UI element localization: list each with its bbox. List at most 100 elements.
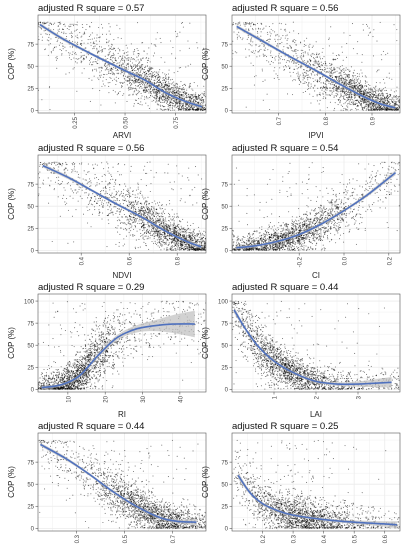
scatter-point — [73, 57, 75, 59]
scatter-point — [192, 204, 194, 206]
scatter-point — [277, 44, 279, 46]
scatter-point — [127, 66, 130, 68]
scatter-point — [280, 37, 282, 39]
scatter-point — [49, 86, 51, 88]
scatter-point — [376, 71, 378, 73]
scatter-point — [63, 33, 65, 35]
scatter-point — [176, 242, 178, 244]
scatter-point — [147, 230, 149, 232]
scatter-point — [384, 96, 386, 98]
scatter-point — [326, 67, 328, 69]
scatter-point — [125, 66, 128, 68]
scatter-point — [129, 81, 132, 84]
scatter-point — [154, 101, 156, 103]
scatter-point — [164, 75, 167, 77]
scatter-point — [64, 171, 66, 173]
scatter-point — [362, 87, 364, 89]
scatter-point — [396, 107, 398, 109]
scatter-point — [396, 29, 398, 31]
scatter-point — [253, 76, 256, 78]
scatter-point — [376, 96, 378, 98]
scatter-point — [364, 107, 366, 109]
scatter-point — [349, 109, 351, 111]
scatter-point — [371, 93, 373, 95]
scatter-point — [162, 232, 164, 234]
scatter-point — [105, 185, 107, 188]
scatter-point — [126, 195, 129, 197]
scatter-point — [142, 89, 144, 91]
scatter-point — [243, 22, 245, 24]
scatter-point — [62, 24, 65, 26]
scatter-point — [180, 109, 182, 111]
scatter-point — [145, 215, 147, 217]
scatter-point — [255, 50, 257, 52]
scatter-point — [370, 89, 372, 91]
scatter-point — [369, 106, 371, 108]
scatter-point — [203, 85, 205, 87]
scatter-point — [137, 49, 139, 52]
scatter-point — [349, 99, 351, 101]
scatter-point — [297, 73, 299, 75]
scatter-point — [364, 82, 366, 84]
scatter-point — [319, 58, 322, 60]
scatter-point — [164, 208, 166, 210]
scatter-point — [127, 77, 129, 79]
scatter-point — [255, 44, 257, 46]
scatter-point — [146, 53, 148, 55]
scatter-point — [398, 95, 400, 97]
scatter-point — [152, 67, 154, 69]
scatter-point — [70, 188, 72, 190]
scatter-point — [368, 91, 370, 93]
scatter-point — [141, 68, 143, 70]
scatter-point — [198, 98, 200, 100]
scatter-point — [354, 96, 357, 98]
scatter-point — [144, 86, 146, 89]
scatter-point — [144, 82, 147, 84]
scatter-point — [66, 35, 68, 38]
scatter-point — [42, 21, 44, 24]
scatter-point — [146, 62, 148, 64]
scatter-point — [381, 92, 383, 95]
scatter-point — [393, 95, 395, 97]
scatter-point — [268, 61, 270, 63]
scatter-point — [288, 65, 290, 67]
scatter-point — [145, 76, 147, 78]
scatter-point — [130, 66, 132, 68]
scatter-point — [286, 34, 288, 36]
scatter-point — [354, 103, 357, 105]
scatter-point — [325, 71, 327, 73]
scatter-point — [347, 68, 349, 70]
scatter-point — [142, 73, 144, 75]
scatter-point — [267, 49, 269, 51]
scatter-point — [380, 94, 382, 96]
scatter-point — [310, 54, 312, 56]
scatter-point — [140, 65, 142, 67]
scatter-point — [359, 89, 362, 91]
scatter-point — [312, 64, 314, 66]
scatter-point — [185, 233, 187, 235]
scatter-point — [128, 205, 130, 207]
scatter-point — [188, 100, 190, 102]
scatter-point — [190, 63, 192, 65]
scatter-point — [163, 235, 166, 237]
scatter-point — [232, 22, 234, 24]
scatter-point — [50, 180, 52, 182]
scatter-point — [133, 81, 135, 83]
scatter-point — [108, 53, 110, 55]
scatter-point — [61, 31, 63, 33]
scatter-point — [171, 82, 174, 84]
scatter-point — [192, 95, 194, 97]
scatter-point — [389, 93, 391, 95]
scatter-point — [237, 23, 239, 25]
scatter-point — [345, 92, 347, 95]
scatter-point — [250, 41, 252, 43]
scatter-point — [147, 76, 149, 78]
scatter-point — [159, 77, 161, 79]
scatter-point — [150, 78, 153, 80]
scatter-point — [162, 105, 164, 107]
scatter-point — [160, 82, 162, 84]
scatter-point — [142, 234, 144, 236]
scatter-point — [338, 72, 340, 74]
scatter-point — [372, 93, 374, 95]
scatter-point — [343, 32, 345, 34]
